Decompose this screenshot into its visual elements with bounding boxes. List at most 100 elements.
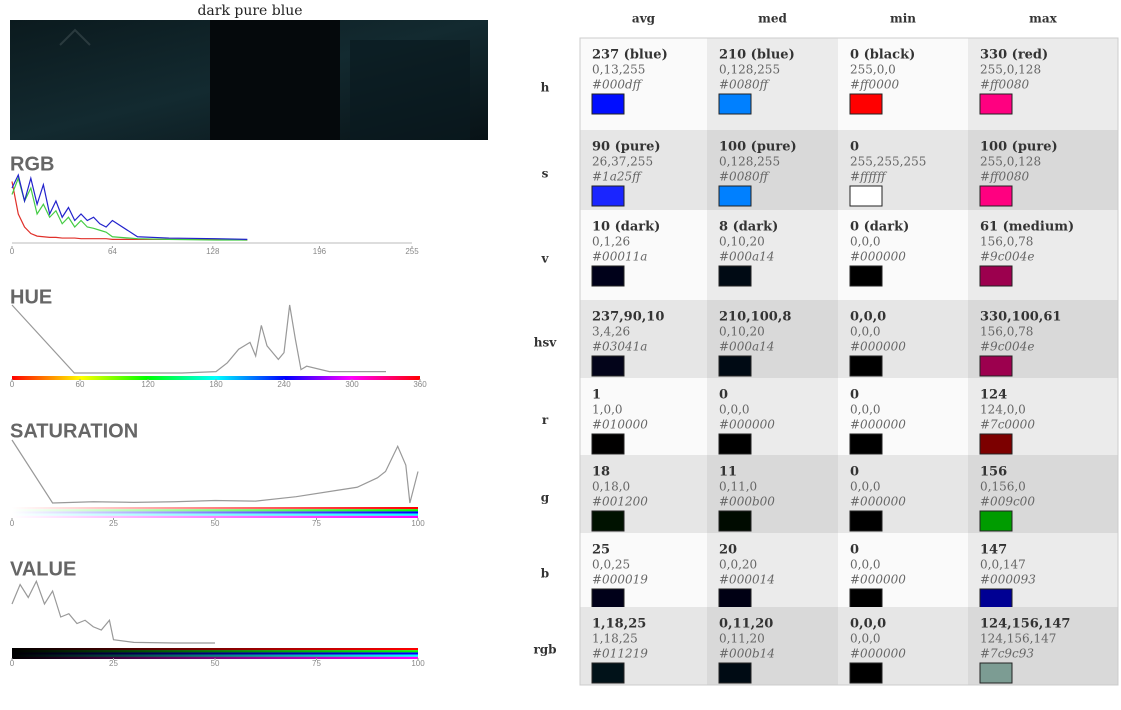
page: dark pure blue RGB064128196255HUE0601201… (0, 0, 1121, 710)
cell-value: 61 (medium) (980, 220, 1074, 235)
cell-rgb: 0,11,0 (719, 480, 757, 494)
cell-rgb: 156,0,78 (980, 325, 1033, 339)
cell-rgb: 255,0,0 (850, 63, 896, 77)
x-tick-label: 0 (10, 380, 15, 389)
x-tick-label: 240 (277, 380, 291, 389)
cell-value: 237,90,10 (592, 310, 664, 325)
cell-value: 0 (850, 543, 859, 558)
x-tick-label: 128 (206, 247, 220, 256)
color-swatch (980, 589, 1012, 609)
cell-hex: #010000 (592, 418, 648, 432)
cell-hex: #000dff (592, 78, 644, 92)
cell-rgb: 156,0,78 (980, 235, 1033, 249)
cell-value: 0,0,0 (850, 617, 886, 632)
x-tick-label: 50 (211, 659, 220, 668)
cell-value: 90 (pure) (592, 140, 661, 155)
column-header: min (890, 12, 916, 26)
cell-rgb: 0,0,147 (980, 558, 1026, 572)
histogram-line (12, 440, 418, 503)
color-swatch (850, 434, 882, 454)
cell-hex: #ff0080 (980, 78, 1029, 92)
color-swatch (850, 511, 882, 531)
cell-value: 330,100,61 (980, 310, 1061, 325)
cell-rgb: 0,0,0 (850, 632, 881, 646)
cell-rgb: 0,0,0 (850, 235, 881, 249)
x-tick-label: 180 (209, 380, 223, 389)
color-swatch (850, 94, 882, 114)
cell-rgb: 0,0,0 (850, 325, 881, 339)
row-header: h (541, 81, 550, 95)
x-tick-label: 196 (313, 247, 327, 256)
histogram-line (12, 581, 215, 643)
cell-hex: #000019 (592, 573, 648, 587)
histogram-title: VALUE (10, 558, 76, 580)
histogram-line (12, 175, 247, 239)
cell-rgb: 0,0,0 (850, 480, 881, 494)
cell-hex: #000a14 (719, 250, 774, 264)
color-swatch (850, 589, 882, 609)
x-tick-label: 255 (405, 247, 419, 256)
cell-value: 210,100,8 (719, 310, 791, 325)
cell-value: 20 (719, 543, 737, 558)
color-swatch (592, 94, 624, 114)
cell-hex: #000000 (850, 647, 906, 661)
cell-hex: #7c9c93 (980, 647, 1034, 661)
color-swatch (719, 186, 751, 206)
color-swatch (980, 94, 1012, 114)
cell-rgb: 0,0,0 (850, 558, 881, 572)
image-title: dark pure blue (197, 3, 302, 19)
cell-rgb: 0,10,20 (719, 325, 765, 339)
cell-rgb: 124,156,147 (980, 632, 1056, 646)
color-swatch (592, 266, 624, 286)
color-swatch (980, 663, 1012, 683)
cell-rgb: 3,4,26 (592, 325, 630, 339)
cell-rgb: 0,18,0 (592, 480, 630, 494)
cell-rgb: 255,0,128 (980, 63, 1041, 77)
cell-hex: #000000 (850, 340, 906, 354)
cell-hex: #0080ff (719, 78, 771, 92)
x-tick-label: 300 (345, 380, 359, 389)
cell-hex: #03041a (592, 340, 647, 354)
cell-rgb: 0,0,25 (592, 558, 630, 572)
cell-hex: #9c004e (980, 340, 1034, 354)
x-tick-label: 100 (411, 659, 425, 668)
cell-rgb: 0,10,20 (719, 235, 765, 249)
cell-value: 11 (719, 465, 737, 480)
color-swatch (592, 186, 624, 206)
cell-hex: #011219 (592, 647, 648, 661)
color-swatch (980, 186, 1012, 206)
cell-hex: #0080ff (719, 170, 771, 184)
cell-hex: #9c004e (980, 250, 1034, 264)
color-bar-fade (12, 507, 418, 518)
cell-rgb: 255,0,128 (980, 155, 1041, 169)
cell-hex: #000a14 (719, 340, 774, 354)
cell-value: 0 (850, 465, 859, 480)
cell-value: 10 (dark) (592, 220, 660, 235)
cell-rgb: 0,13,255 (592, 63, 645, 77)
color-swatch (850, 356, 882, 376)
color-bar-fade (12, 648, 418, 659)
row-header: v (541, 252, 550, 266)
cell-hex: #000000 (719, 418, 775, 432)
color-swatch (980, 266, 1012, 286)
cell-hex: #001200 (592, 495, 648, 509)
cell-rgb: 0,0,20 (719, 558, 757, 572)
cell-value: 124,156,147 (980, 617, 1070, 632)
color-swatch (850, 663, 882, 683)
x-tick-label: 50 (211, 519, 220, 528)
color-swatch (719, 266, 751, 286)
cell-rgb: 1,0,0 (592, 403, 623, 417)
cell-value: 0,11,20 (719, 617, 773, 632)
row-header: rgb (533, 643, 556, 657)
cell-hex: #000b14 (719, 647, 775, 661)
row-header: g (541, 491, 550, 505)
cell-value: 330 (red) (980, 48, 1048, 63)
cell-hex: #000000 (850, 573, 906, 587)
cell-rgb: 0,0,0 (719, 403, 750, 417)
cell-value: 0 (719, 388, 728, 403)
x-tick-label: 0 (10, 519, 15, 528)
cell-value: 0,0,0 (850, 310, 886, 325)
x-tick-label: 0 (10, 659, 15, 668)
color-swatch (719, 589, 751, 609)
cell-rgb: 0,156,0 (980, 480, 1026, 494)
